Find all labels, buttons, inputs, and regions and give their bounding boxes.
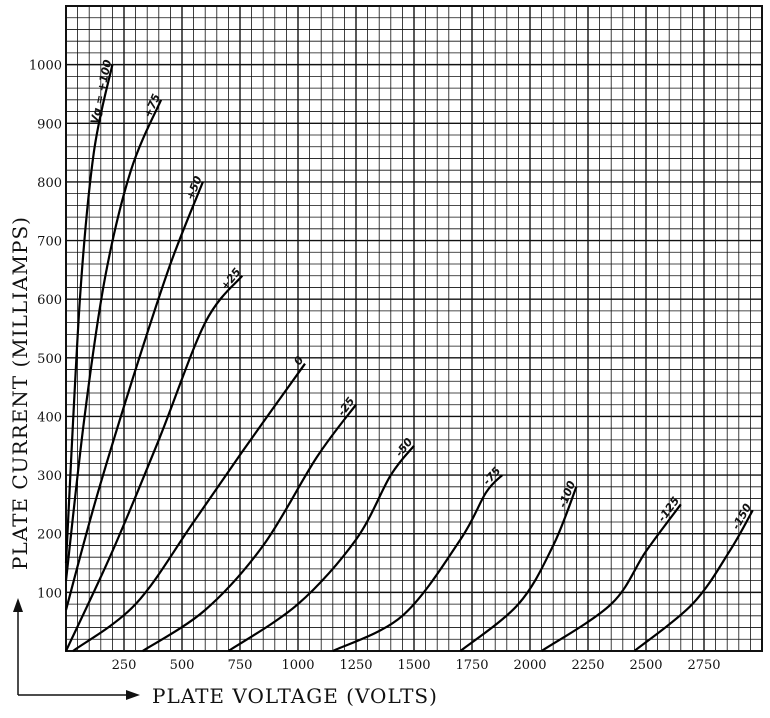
- x-tick-label: 500: [170, 658, 195, 673]
- y-tick-label: 400: [37, 410, 62, 425]
- y-tick-labels: 100 200 300 400 500 600 700 800 900 1000: [29, 59, 62, 602]
- curve-line-9: [540, 503, 682, 652]
- axis-arrows: [13, 598, 140, 700]
- x-tick-label: 2500: [629, 658, 662, 673]
- curve-line-1: [64, 99, 163, 581]
- y-tick-label: 800: [37, 176, 62, 191]
- curve-line-0: [64, 64, 114, 564]
- x-tick-label: 1250: [339, 658, 372, 673]
- curve-line-3: [65, 274, 244, 652]
- x-tick-label: 250: [112, 658, 137, 673]
- y-tick-label: 100: [37, 586, 62, 601]
- x-tick-label: 2000: [513, 658, 546, 673]
- x-tick-labels: 250 500 750 1000 1250 1500 1750 2000 2250 2500 275…: [112, 658, 721, 673]
- x-tick-label: 1750: [455, 658, 488, 673]
- y-tick-label: 1000: [29, 59, 62, 74]
- y-tick-label: 900: [37, 117, 62, 132]
- chart-curves: [64, 64, 754, 652]
- x-tick-label: 750: [228, 658, 253, 673]
- x-arrow-head: [126, 690, 140, 700]
- x-tick-label: 2250: [571, 658, 604, 673]
- curve-line-10: [633, 509, 754, 652]
- y-tick-label: 300: [37, 469, 62, 484]
- curve-line-2: [64, 181, 204, 611]
- y-tick-label: 200: [37, 528, 62, 543]
- curve-line-8: [459, 486, 578, 652]
- y-tick-label: 600: [37, 293, 62, 308]
- y-axis-label: PLATE CURRENT (MILLIAMPS): [8, 216, 32, 570]
- curve-line-6: [227, 445, 415, 652]
- x-tick-label: 2750: [687, 658, 720, 673]
- y-arrow-head: [13, 598, 23, 612]
- curve-line-5: [141, 404, 357, 652]
- y-tick-label: 500: [37, 352, 62, 367]
- curve-line-7: [332, 474, 504, 652]
- x-tick-label: 1500: [397, 658, 430, 673]
- curve-line-4: [72, 363, 306, 652]
- x-axis-label: PLATE VOLTAGE (VOLTS): [152, 684, 438, 708]
- chart-grid: [65, 5, 763, 652]
- y-tick-label: 700: [37, 235, 62, 250]
- x-tick-label: 1000: [281, 658, 314, 673]
